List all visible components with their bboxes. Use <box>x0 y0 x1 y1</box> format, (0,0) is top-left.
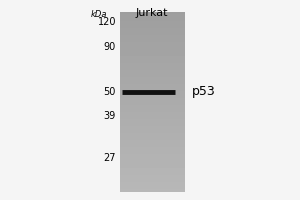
Text: 50: 50 <box>103 87 116 97</box>
Text: 120: 120 <box>98 17 116 27</box>
Text: 90: 90 <box>104 42 116 52</box>
Text: 39: 39 <box>104 111 116 121</box>
Text: Jurkat: Jurkat <box>136 8 168 18</box>
Text: kDa: kDa <box>91 10 107 19</box>
Text: p53: p53 <box>192 86 216 98</box>
Text: 27: 27 <box>103 153 116 163</box>
